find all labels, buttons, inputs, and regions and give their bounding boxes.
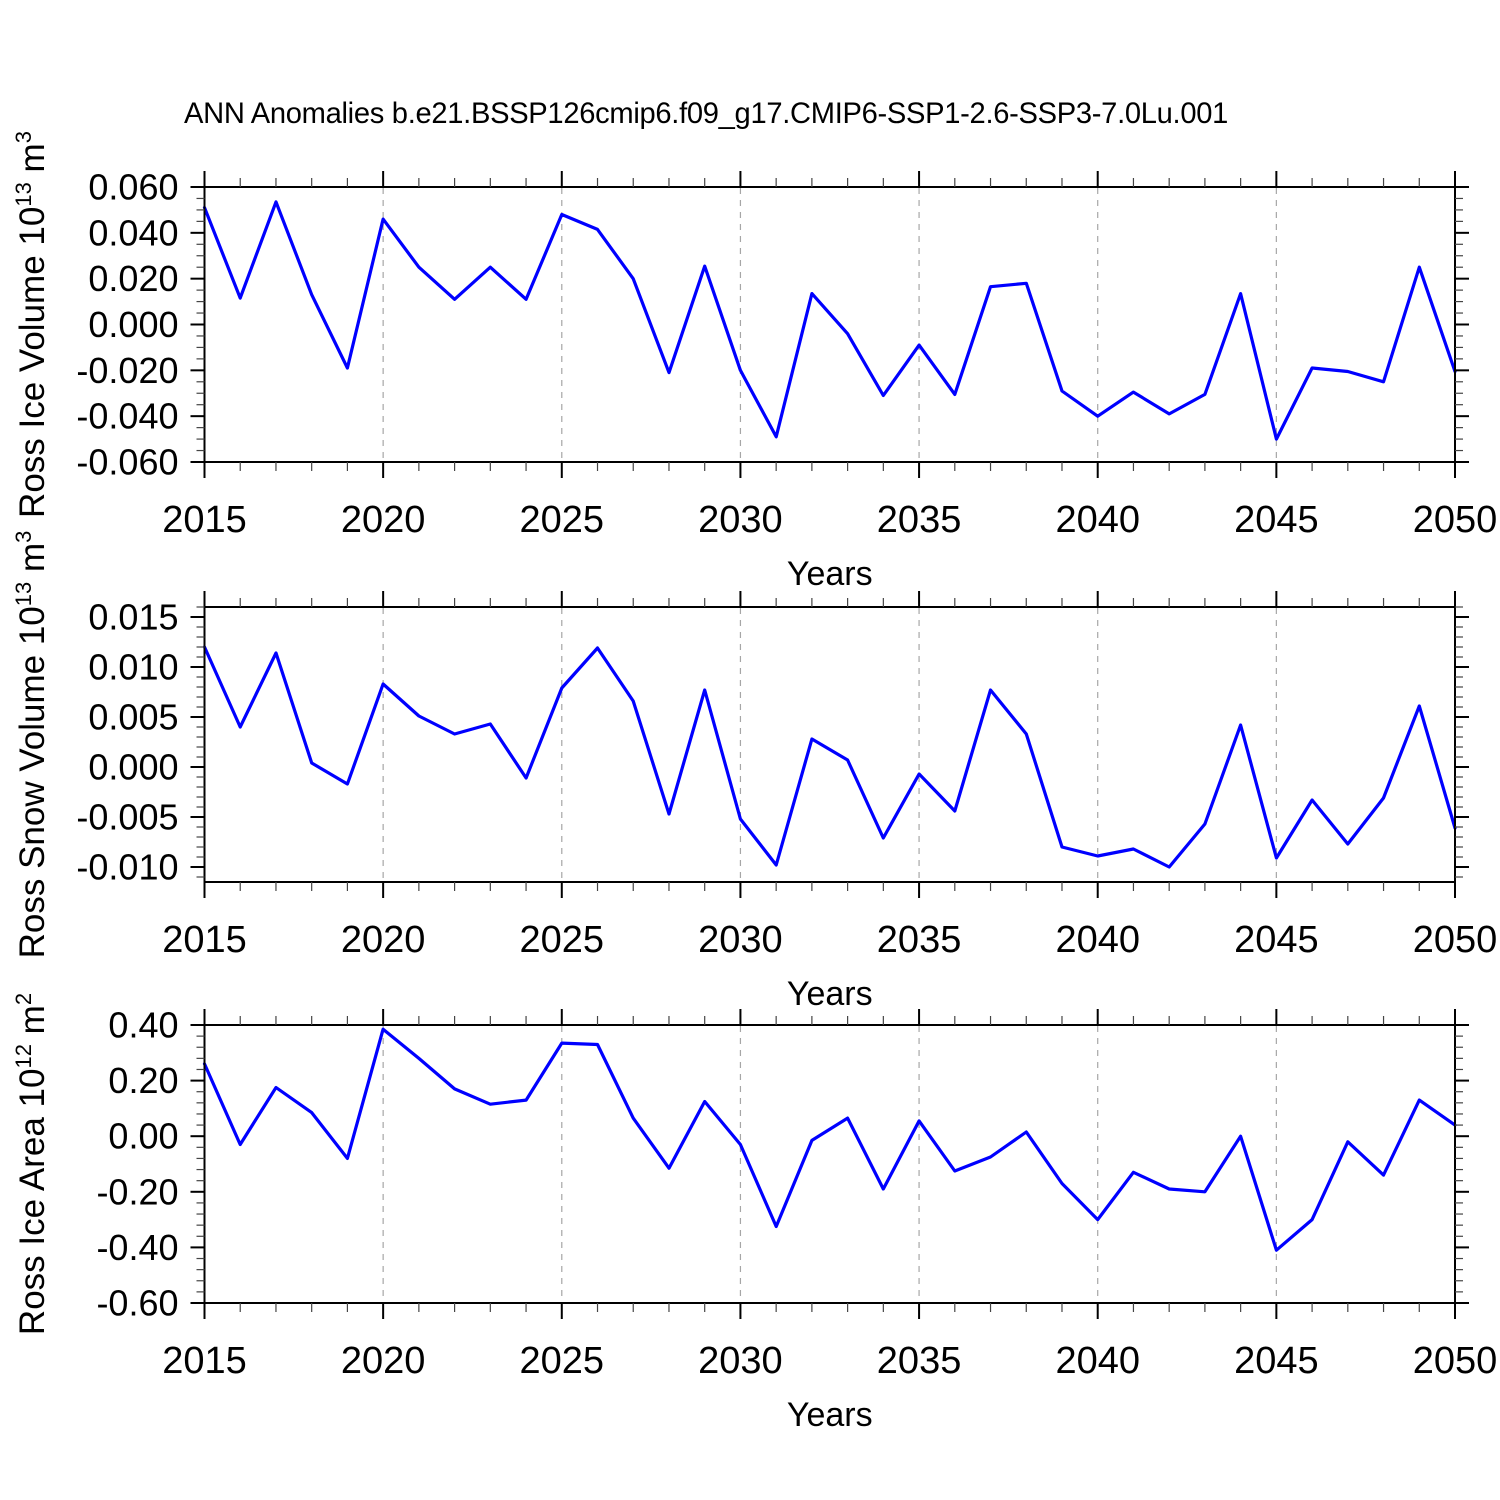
x-tick-label: 2015 xyxy=(162,1340,247,1382)
panel-3-ticks xyxy=(190,1009,1469,1319)
x-tick-label: 2050 xyxy=(1413,1340,1498,1382)
y-tick-label: 0.060 xyxy=(88,167,178,208)
y-tick-label: -0.060 xyxy=(76,442,178,483)
y-tick-label: 0.040 xyxy=(88,212,178,253)
panel-2-labels: 0.015 0.010 0.005 0.000 -0.005 -0.010 2015 2020… xyxy=(11,531,1497,1013)
panel-2-frame xyxy=(203,606,1456,883)
figure-title: ANN Anomalies b.e21.BSSP126cmip6.f09_g17… xyxy=(184,97,1229,130)
y-tick-label: 0.40 xyxy=(108,1005,178,1046)
panel-1-gridlines xyxy=(382,188,1277,461)
y-tick-label: -0.020 xyxy=(76,350,178,391)
y-tick-label: 0.000 xyxy=(88,304,178,345)
x-tick-label: 2025 xyxy=(520,919,605,961)
chart-panel-2: 0.015 0.010 0.005 0.000 -0.005 -0.010 2015 2020… xyxy=(11,531,1497,1013)
x-tick-label: 2050 xyxy=(1413,499,1498,541)
x-tick-label: 2040 xyxy=(1055,1340,1140,1382)
x-tick-label: 2025 xyxy=(520,499,605,541)
x-tick-label: 2045 xyxy=(1234,919,1319,961)
x-tick-label: 2040 xyxy=(1055,919,1140,961)
panel-2-data-line xyxy=(202,645,1457,869)
x-tick-label: 2050 xyxy=(1413,919,1498,961)
y-tick-label: -0.010 xyxy=(76,847,178,888)
panel-3-gridlines xyxy=(382,1026,1277,1302)
x-tick-label: 2045 xyxy=(1234,1340,1319,1382)
x-tick-label: 2025 xyxy=(520,1340,605,1382)
panel-3-data-line xyxy=(202,1027,1457,1252)
y-tick-label: 0.000 xyxy=(88,747,178,788)
y-tick-label: 0.005 xyxy=(88,697,178,738)
y-tick-label: 0.00 xyxy=(108,1116,178,1157)
x-axis-title: Years xyxy=(787,555,873,593)
panel-1-data-line xyxy=(202,200,1457,441)
y-tick-label: -0.040 xyxy=(76,396,178,437)
panel-2-gridlines xyxy=(382,608,1277,881)
x-tick-label: 2015 xyxy=(162,499,247,541)
panel-1-frame xyxy=(203,186,1456,463)
x-tick-label: 2035 xyxy=(877,499,962,541)
x-tick-label: 2020 xyxy=(341,1340,426,1382)
panel-3-frame xyxy=(203,1024,1456,1304)
y-tick-label: 0.020 xyxy=(88,258,178,299)
chart-panel-3: 0.40 0.20 0.00 -0.20 -0.40 -0.60 2015 2020 2025 2… xyxy=(11,993,1497,1434)
x-axis-title: Years xyxy=(787,1396,873,1434)
panel-1-ticks xyxy=(190,171,1469,478)
y-tick-label: -0.40 xyxy=(96,1227,178,1268)
y-tick-label: -0.20 xyxy=(96,1171,178,1212)
x-tick-label: 2020 xyxy=(341,499,426,541)
x-tick-label: 2015 xyxy=(162,919,247,961)
x-tick-label: 2045 xyxy=(1234,499,1319,541)
x-tick-label: 2030 xyxy=(698,1340,783,1382)
x-tick-label: 2035 xyxy=(877,919,962,961)
y-tick-label: 0.015 xyxy=(88,597,178,638)
y-axis-title: Ross Ice Volume 1013 m3 xyxy=(11,131,52,518)
x-tick-label: 2030 xyxy=(698,499,783,541)
y-axis-title: Ross Snow Volume 1013 m3 xyxy=(11,531,52,959)
x-tick-label: 2020 xyxy=(341,919,426,961)
y-tick-label: -0.60 xyxy=(96,1283,178,1324)
y-tick-label: -0.005 xyxy=(76,797,178,838)
x-tick-label: 2035 xyxy=(877,1340,962,1382)
x-axis-title: Years xyxy=(787,975,873,1013)
y-tick-label: 0.20 xyxy=(108,1060,178,1101)
y-axis-title: Ross Ice Area 1012 m2 xyxy=(11,993,52,1335)
y-tick-label: 0.010 xyxy=(88,647,178,688)
panel-2-ticks xyxy=(190,591,1469,898)
x-tick-label: 2040 xyxy=(1055,499,1140,541)
panel-3-labels: 0.40 0.20 0.00 -0.20 -0.40 -0.60 2015 2020 2025 2… xyxy=(11,993,1497,1434)
x-tick-label: 2030 xyxy=(698,919,783,961)
